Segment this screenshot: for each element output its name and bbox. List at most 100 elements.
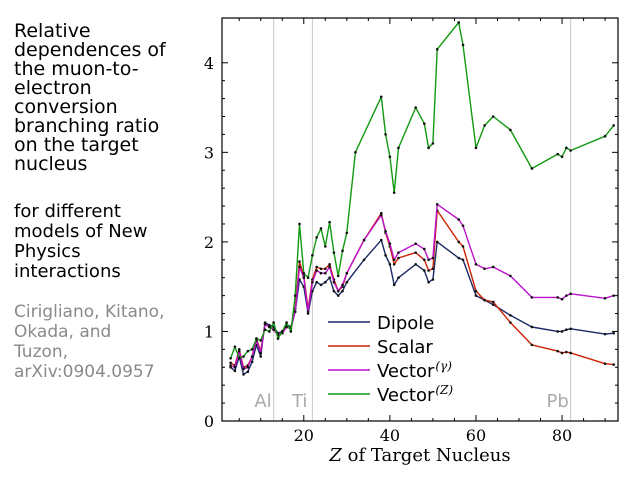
data-point [255,337,258,340]
data-point [263,328,267,331]
data-point [306,276,310,280]
subheading-line: interactions [14,261,121,282]
data-point [569,149,572,152]
data-point [345,280,349,284]
x-axis-label-variable: Z [328,445,342,466]
data-point [332,280,336,284]
data-point [259,339,263,342]
data-point [272,328,275,331]
data-point [311,254,314,257]
data-point [612,331,615,335]
x-tick-label: 80 [552,426,572,445]
data-point [423,258,426,262]
data-point [388,155,392,159]
heading-line: conversion [14,96,118,118]
data-point [483,298,486,302]
data-point [237,357,241,360]
x-tick-label: 20 [294,426,314,445]
data-point [263,322,267,326]
citation-line: Okada, and [14,322,112,342]
data-point [392,262,396,266]
data-point [315,236,318,239]
data-point [311,280,314,284]
data-point [397,146,400,150]
data-point [483,124,486,127]
data-point [354,151,357,154]
data-point [423,269,426,272]
data-point [345,271,349,275]
data-point [250,355,254,358]
data-point [259,355,263,358]
data-point [324,271,327,275]
data-point [379,213,383,217]
data-point [603,362,607,365]
data-point [268,325,271,329]
data-point [427,146,430,150]
data-point [397,256,400,260]
data-point [427,269,430,272]
data-point [509,314,512,317]
data-point [319,283,323,287]
citation: Cirigliano, Kitano, Okada, and Tuzon, arXiv… [14,302,194,382]
data-point [509,128,512,132]
data-point [530,167,534,170]
legend: Dipole Scalar Vector (γ)Vector (Z) [328,313,453,406]
data-point [603,134,607,138]
data-point [431,278,435,281]
data-point [530,343,534,347]
data-point [336,294,340,297]
slide-heading: Relative dependences of the muon-to-electr… [14,22,194,174]
data-point [306,310,310,314]
data-point [229,365,232,369]
data-point [457,218,461,221]
data-point [362,238,366,242]
series-3 [229,21,615,360]
citation-line: arXiv:0904.0957 [14,362,155,382]
data-point [328,265,331,269]
data-point [345,231,349,235]
data-point [491,300,495,304]
subheading-line: models of New [14,221,148,242]
data-point [491,115,495,118]
data-point [293,310,297,314]
data-point [246,349,250,353]
legend-superscript-3: (Z) [435,383,453,397]
legend-superscript-2: (γ) [435,359,452,373]
data-point [431,267,435,271]
data-point [397,251,400,254]
data-point [612,363,615,366]
data-point [233,365,237,369]
data-point [392,191,396,194]
data-point [263,321,267,324]
data-point [565,146,568,150]
data-point [461,258,465,262]
data-point [332,289,336,293]
data-point [242,355,245,358]
data-point [483,267,486,271]
data-point [431,142,435,145]
data-point [229,361,232,365]
data-point [237,348,241,351]
x-tick-label: 60 [466,426,486,445]
data-point [565,350,568,354]
data-point [461,43,465,47]
heading-line: nucleus [14,153,88,175]
heading-line: the muon-to- [14,58,139,80]
data-point [341,249,344,253]
data-point [289,330,293,333]
data-point [319,267,323,271]
data-point [427,258,430,262]
data-point [491,265,495,269]
data-point [315,269,318,272]
data-point [435,240,439,244]
subheading-line: Physics [14,241,81,262]
data-point [384,229,387,233]
series-line-2 [230,203,614,370]
data-point [328,276,331,280]
data-point [384,133,387,136]
heading-line: dependences of [14,39,166,61]
data-point [293,294,297,297]
data-point [556,296,560,299]
data-point [298,265,301,269]
data-point [272,321,275,324]
